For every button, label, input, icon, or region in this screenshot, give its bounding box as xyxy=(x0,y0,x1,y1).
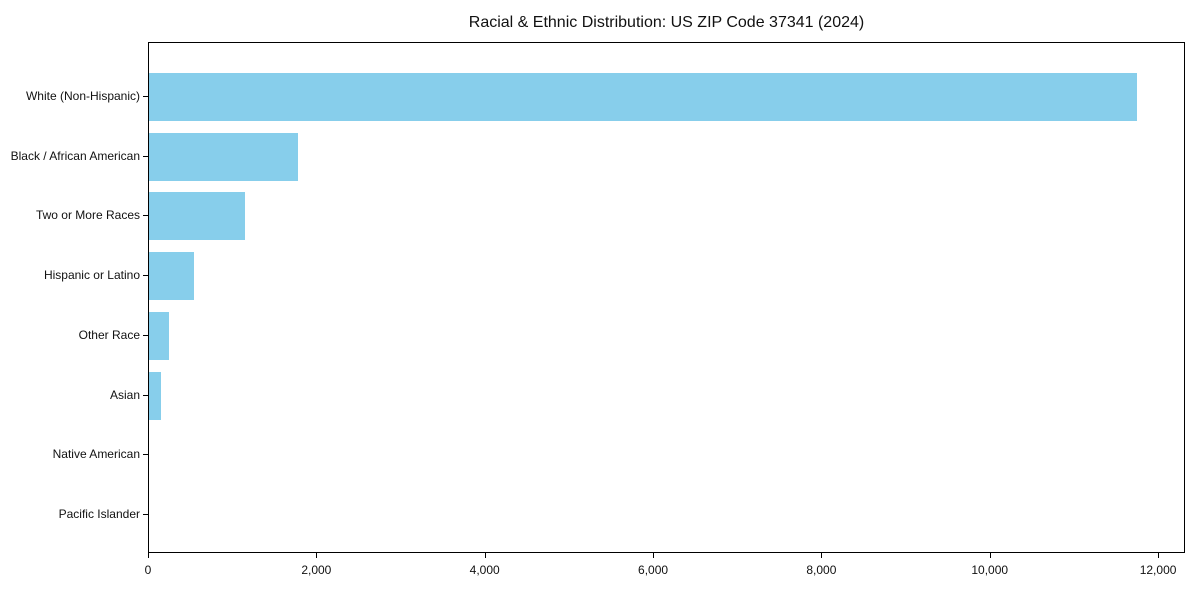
bar-other-race xyxy=(149,311,170,360)
y-tick-label-native-american: Native American xyxy=(52,447,140,462)
x-tick-mark xyxy=(316,553,318,558)
x-tick-mark xyxy=(821,553,823,558)
x-tick-label-2000: 2,000 xyxy=(301,563,332,577)
y-tick-mark xyxy=(143,394,148,396)
x-tick-label-0: 0 xyxy=(144,563,152,577)
x-tick-label-4000: 4,000 xyxy=(469,563,500,577)
y-tick-mark xyxy=(143,215,148,217)
y-tick-mark xyxy=(143,275,148,277)
bar-white-non-hispanic xyxy=(149,73,1138,121)
y-tick-label-pacific-islander: Pacific Islander xyxy=(58,506,140,521)
y-tick-label-other-race: Other Race xyxy=(78,327,140,342)
y-tick-mark xyxy=(143,334,148,336)
x-tick-mark xyxy=(1158,553,1160,558)
chart-title: Racial & Ethnic Distribution: US ZIP Cod… xyxy=(468,14,865,31)
y-tick-label-black-african-american: Black / African American xyxy=(10,148,140,163)
x-tick-mark xyxy=(148,553,149,558)
y-tick-mark xyxy=(143,513,148,515)
bar-black-african-american xyxy=(149,132,298,181)
y-tick-mark xyxy=(143,155,148,157)
y-tick-mark xyxy=(143,454,148,456)
bar-asian xyxy=(149,371,161,420)
plot-area xyxy=(148,42,1185,553)
y-tick-label-two-or-more-races: Two or More Races xyxy=(35,208,140,223)
x-tick-label-8000: 8,000 xyxy=(806,563,837,577)
bar-two-or-more-races xyxy=(149,192,245,241)
y-tick-label-hispanic-or-latino: Hispanic or Latino xyxy=(43,268,140,283)
x-tick-mark xyxy=(989,553,991,558)
y-tick-label-white-non-hispanic: White (Non-Hispanic) xyxy=(25,89,140,103)
x-tick-label-12000: 12,000 xyxy=(1139,563,1177,577)
bar-hispanic-or-latino xyxy=(149,252,195,301)
x-tick-label-6000: 6,000 xyxy=(638,563,669,577)
y-tick-label-asian: Asian xyxy=(109,387,140,402)
y-tick-mark xyxy=(143,96,148,97)
x-tick-mark xyxy=(653,553,655,558)
x-tick-mark xyxy=(484,553,486,558)
x-tick-label-10000: 10,000 xyxy=(971,563,1009,577)
